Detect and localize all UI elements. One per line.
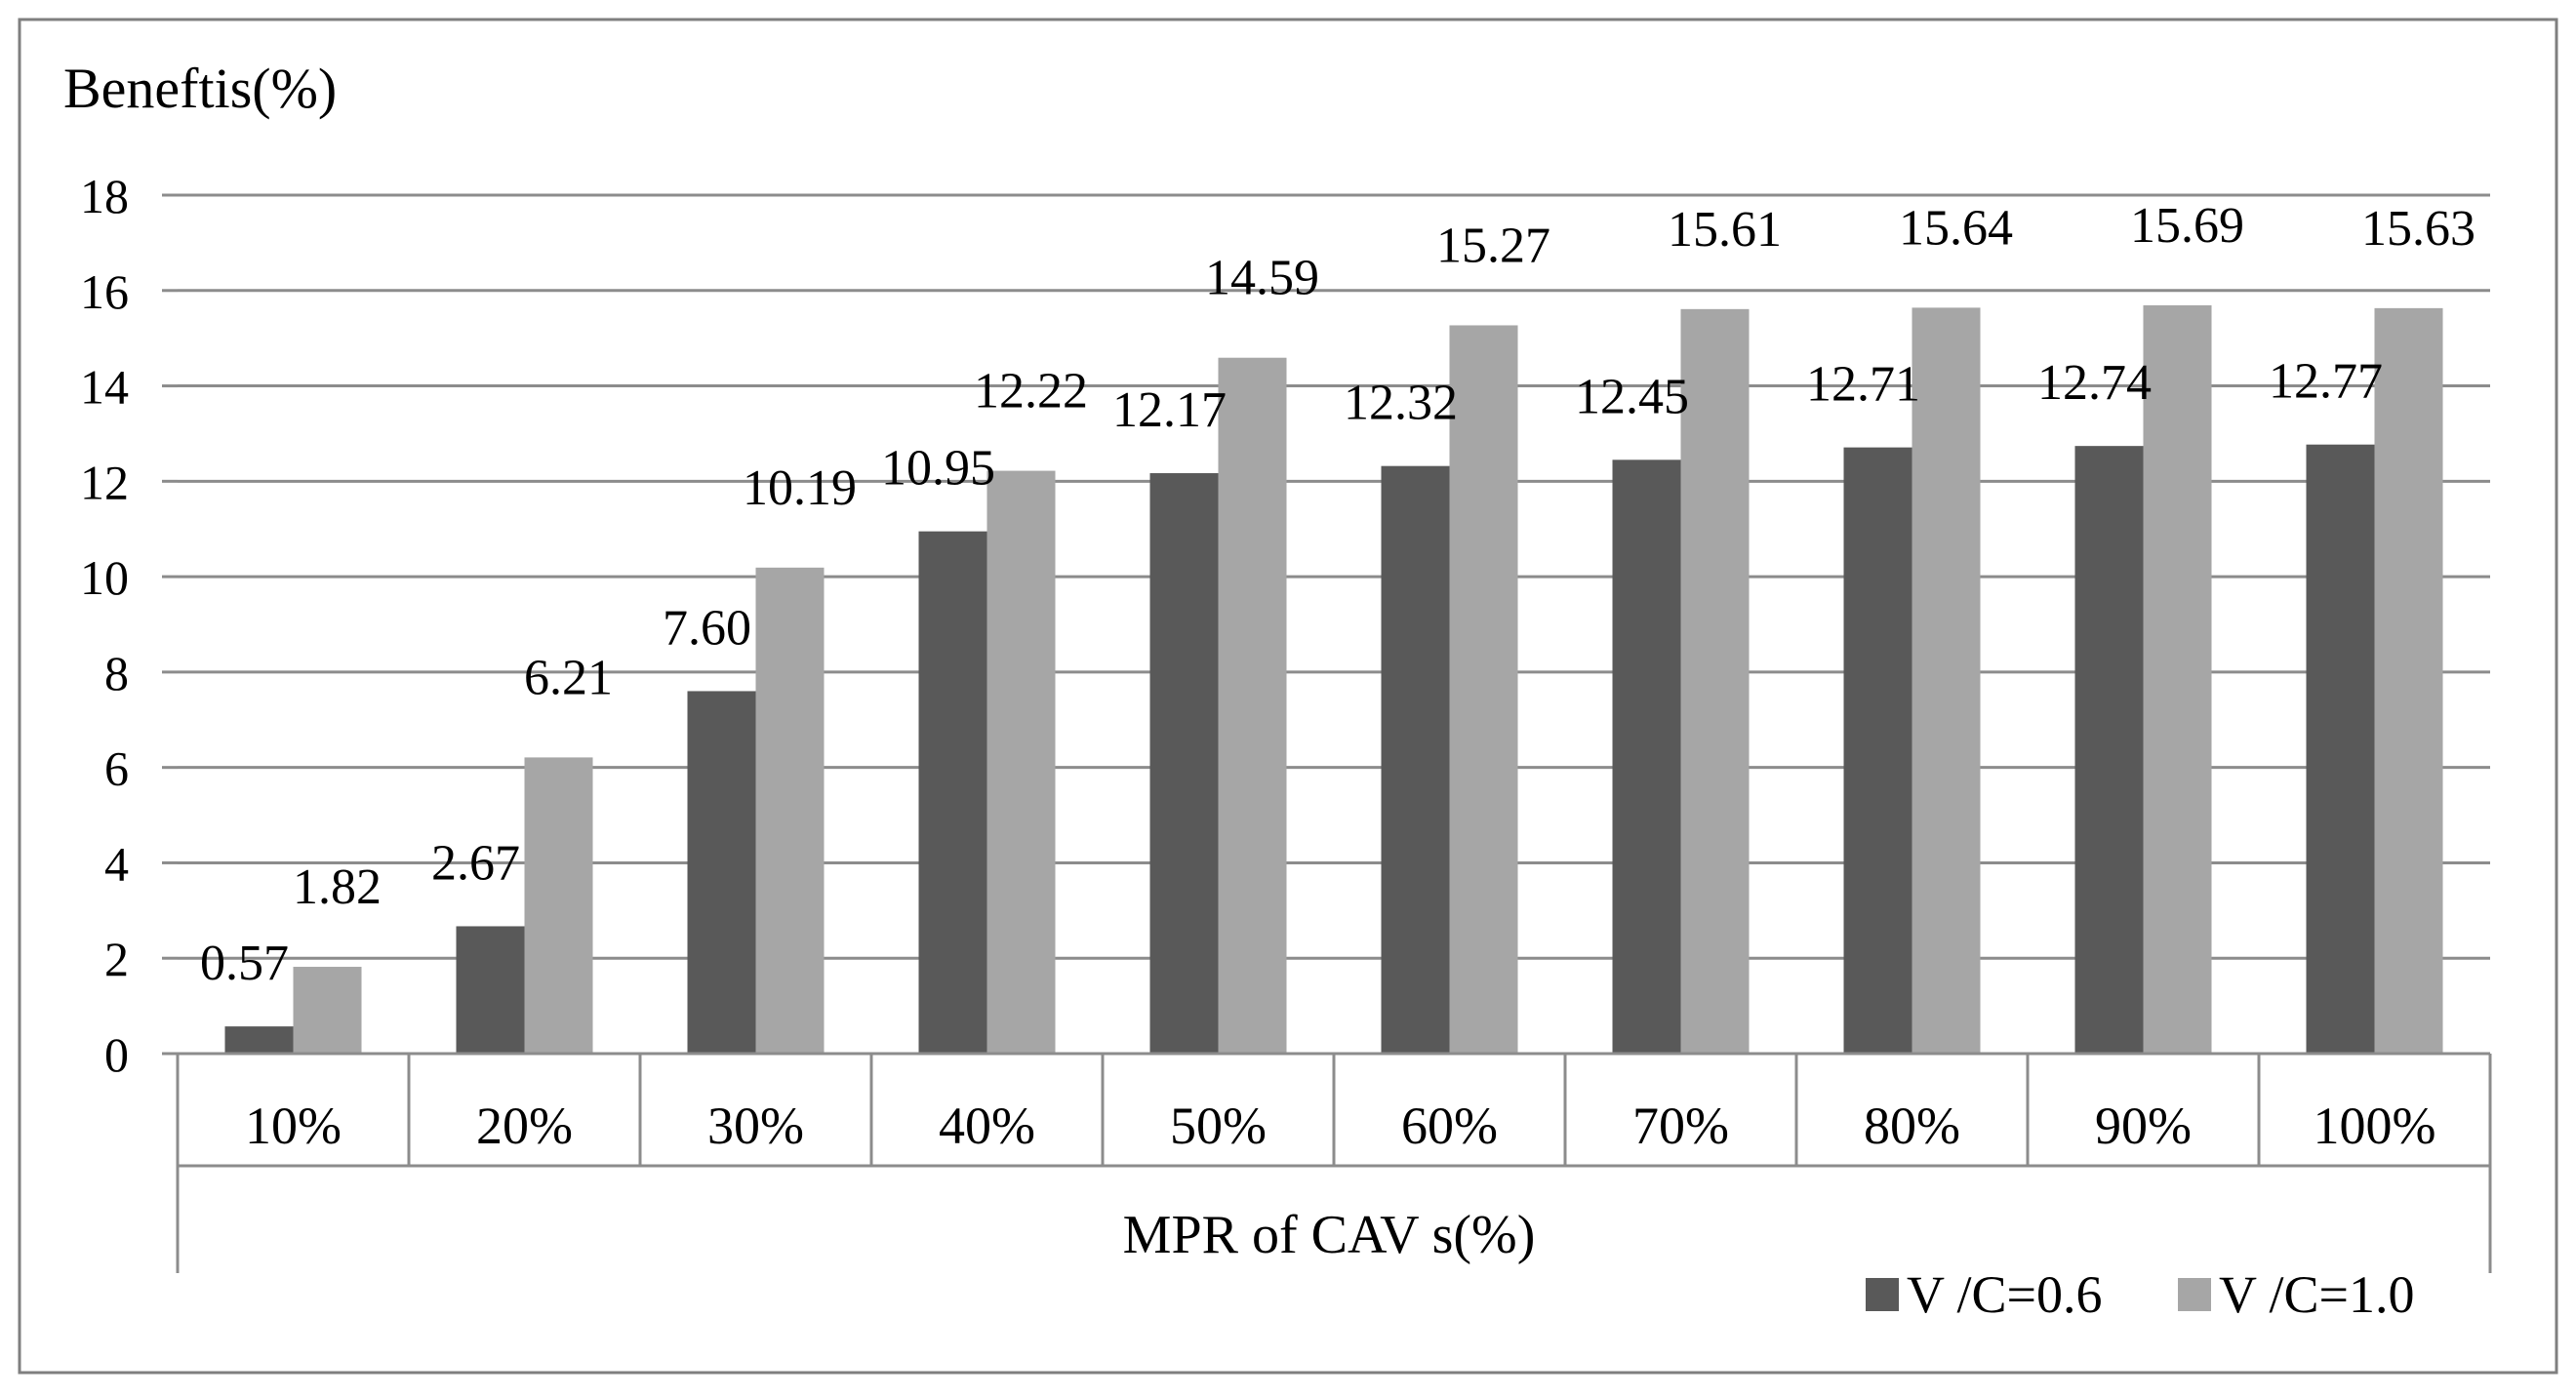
data-label: 7.60 <box>663 600 751 656</box>
data-label: 12.77 <box>2269 354 2383 410</box>
bar-vc06-7 <box>1843 447 1912 1055</box>
data-label: 10.19 <box>743 460 857 516</box>
bar-vc10-9 <box>2374 307 2443 1054</box>
x-tick-label: 20% <box>476 1097 573 1155</box>
legend: V /C=0.6 V /C=1.0 <box>1866 1265 2415 1324</box>
bar-vc10-0 <box>293 967 362 1054</box>
data-label: 12.22 <box>974 364 1088 419</box>
bar-vc10-6 <box>1680 308 1750 1054</box>
data-label: 14.59 <box>1205 251 1319 306</box>
data-label: 2.67 <box>431 835 520 891</box>
bar-vc06-8 <box>2074 446 2144 1055</box>
x-axis-title: MPR of CAV s(%) <box>1123 1205 1536 1265</box>
bar-vc10-3 <box>986 470 1056 1055</box>
data-label: 12.45 <box>1575 369 1689 424</box>
data-label: 1.82 <box>293 859 382 915</box>
data-label: 12.74 <box>2037 355 2152 411</box>
data-label: 0.57 <box>200 936 289 991</box>
data-label: 15.64 <box>1899 200 2013 256</box>
y-tick-label: 0 <box>104 1027 129 1082</box>
y-tick-label: 16 <box>80 264 129 319</box>
legend-label: V /C=0.6 <box>1907 1265 2103 1324</box>
data-labels: 0.571.82 2.67 6.21 7.60 10.19 10.95 12.22 12.17… <box>200 198 2475 991</box>
x-tick-label: 40% <box>939 1097 1035 1155</box>
y-tick-label: 2 <box>104 932 129 986</box>
y-tick-label: 8 <box>104 646 129 700</box>
x-tick-label: 90% <box>2095 1097 2192 1155</box>
bars <box>224 304 2443 1055</box>
x-tick-label: 30% <box>707 1097 804 1155</box>
bar-vc10-2 <box>755 567 825 1054</box>
data-label: 15.27 <box>1436 218 1550 273</box>
bar-vc06-5 <box>1381 465 1450 1054</box>
bar-vc06-0 <box>224 1026 294 1054</box>
data-label: 15.69 <box>2130 198 2244 254</box>
legend-label: V /C=1.0 <box>2219 1265 2415 1324</box>
bar-vc06-6 <box>1612 459 1681 1054</box>
bar-vc06-3 <box>918 531 987 1054</box>
data-label: 15.61 <box>1668 202 1782 258</box>
x-tick-label: 10% <box>245 1097 342 1155</box>
y-axis-title: Beneftis(%) <box>63 57 337 120</box>
y-tick-label: 12 <box>80 455 129 509</box>
x-tick-label: 60% <box>1401 1097 1498 1155</box>
bar-vc06-9 <box>2306 444 2375 1054</box>
data-label: 10.95 <box>881 441 995 497</box>
bar-vc06-2 <box>687 691 756 1054</box>
x-tick-label: 100% <box>2314 1097 2436 1155</box>
data-label: 12.17 <box>1112 382 1227 438</box>
data-label: 15.63 <box>2361 201 2475 257</box>
x-tick-label: 70% <box>1632 1097 1729 1155</box>
legend-swatch <box>2178 1278 2211 1311</box>
x-tick-label: 80% <box>1864 1097 1960 1155</box>
bar-vc06-1 <box>456 926 525 1054</box>
y-axis-ticks: 0 2 4 6 8 10 12 14 16 18 <box>80 169 178 1082</box>
bar-vc10-8 <box>2143 304 2212 1054</box>
bar-vc06-4 <box>1149 473 1219 1054</box>
x-axis: 10% 20% 30% 40% 50% 60% 70% 80% 90% 100% <box>176 1052 2492 1273</box>
bar-vc10-4 <box>1218 357 1287 1054</box>
data-label: 12.71 <box>1806 357 1920 413</box>
bar-vc10-7 <box>1912 307 1981 1054</box>
data-label: 12.32 <box>1344 376 1458 431</box>
x-tick-label: 50% <box>1170 1097 1267 1155</box>
bar-vc10-1 <box>524 757 593 1054</box>
y-tick-label: 4 <box>104 836 129 891</box>
y-tick-label: 18 <box>80 169 129 223</box>
y-tick-label: 6 <box>104 741 129 796</box>
legend-swatch <box>1866 1278 1899 1311</box>
y-tick-label: 14 <box>80 360 129 415</box>
data-label: 6.21 <box>524 650 613 705</box>
bar-vc10-5 <box>1449 325 1518 1054</box>
y-tick-label: 10 <box>80 550 129 605</box>
